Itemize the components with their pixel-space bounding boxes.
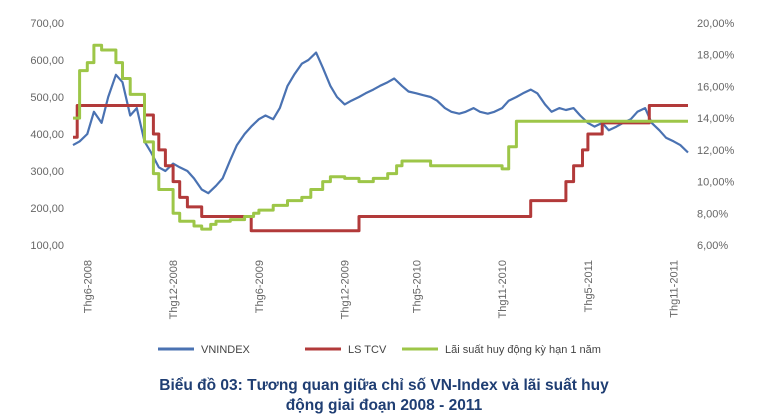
x-tick-label: Thg11-2011 bbox=[669, 260, 681, 318]
x-tick-label: Thg5-2010 bbox=[411, 260, 423, 313]
series-line-2 bbox=[73, 43, 688, 231]
y-left-tick-label: 200,00 bbox=[30, 203, 64, 215]
y-right-tick-label: 20,00% bbox=[697, 18, 735, 30]
series-line-0 bbox=[72, 51, 689, 195]
y-axis-left: 100,00 200,00 300,00 400,00 500,00 600,00 700,… bbox=[30, 18, 64, 252]
y-left-tick-label: 100,00 bbox=[30, 240, 64, 252]
legend-label-2: Lãi suất huy động kỳ hạn 1 năm bbox=[445, 344, 601, 356]
chart-title: Biểu đồ 03: Tương quan giữa chỉ số VN-In… bbox=[0, 376, 768, 416]
x-tick-label: Thg12-2008 bbox=[168, 260, 180, 319]
legend-label-0: VNINDEX bbox=[201, 344, 251, 356]
y-right-tick-label: 18,00% bbox=[697, 50, 735, 62]
y-axis-right: 6,00% 8,00% 10,00% 12,00% 14,00% 16,00% 18,00%… bbox=[697, 18, 735, 252]
chart-title-line-1: Biểu đồ 03: Tương quan giữa chỉ số VN-In… bbox=[159, 377, 609, 394]
y-right-tick-label: 12,00% bbox=[697, 145, 735, 157]
series-layer bbox=[72, 43, 689, 233]
y-left-tick-label: 500,00 bbox=[30, 92, 64, 104]
legend: VNINDEX LS TCV Lãi suất huy động kỳ hạn 1 … bbox=[158, 344, 601, 356]
y-left-tick-label: 600,00 bbox=[30, 55, 64, 67]
y-right-tick-label: 8,00% bbox=[697, 208, 728, 220]
x-tick-label: Thg12-2009 bbox=[340, 260, 352, 319]
y-right-tick-label: 6,00% bbox=[697, 240, 728, 252]
y-left-tick-label: 300,00 bbox=[30, 166, 64, 178]
y-right-tick-label: 10,00% bbox=[697, 177, 735, 189]
y-right-tick-label: 16,00% bbox=[697, 81, 735, 93]
y-right-tick-label: 14,00% bbox=[697, 113, 735, 125]
legend-label-1: LS TCV bbox=[348, 344, 387, 356]
y-left-tick-label: 400,00 bbox=[30, 129, 64, 141]
x-tick-label: Thg5-2011 bbox=[583, 260, 595, 312]
x-tick-label: Thg6-2008 bbox=[82, 260, 94, 313]
chart-title-line-2: động giai đoạn 2008 - 2011 bbox=[285, 397, 483, 414]
x-tick-label: Thg6-2009 bbox=[254, 260, 266, 313]
y-left-tick-label: 700,00 bbox=[30, 18, 64, 30]
series-line-1 bbox=[73, 104, 688, 233]
x-tick-label: Thg11-2010 bbox=[497, 260, 509, 319]
x-axis: Thg6-2008 Thg12-2008 Thg6-2009 Thg12-2009 Th… bbox=[82, 260, 680, 319]
